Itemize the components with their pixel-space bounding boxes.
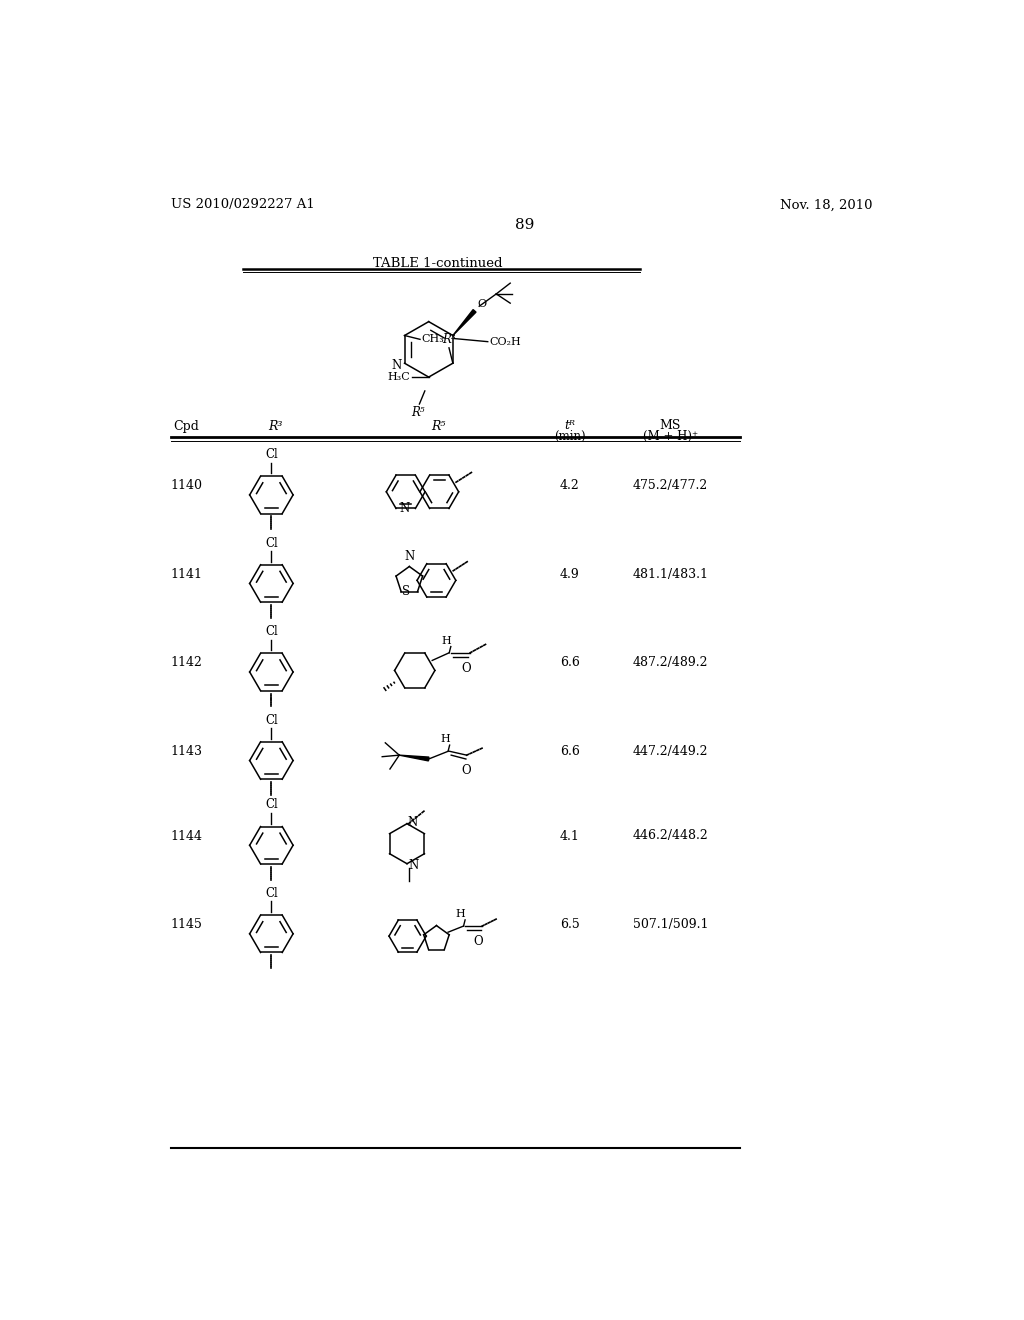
Text: Cpd: Cpd [173, 420, 199, 433]
Text: O: O [462, 663, 471, 675]
Text: 6.5: 6.5 [560, 917, 580, 931]
Text: 1141: 1141 [171, 568, 203, 581]
Text: N: N [408, 816, 418, 829]
Text: 507.1/509.1: 507.1/509.1 [633, 917, 709, 931]
Text: Cl: Cl [265, 536, 278, 549]
Text: 1143: 1143 [171, 744, 203, 758]
Text: O: O [477, 300, 486, 309]
Text: CO₂H: CO₂H [489, 338, 521, 347]
Text: 446.2/448.2: 446.2/448.2 [633, 829, 709, 842]
Text: Cl: Cl [265, 626, 278, 638]
Text: Cl: Cl [265, 887, 278, 900]
Text: R⁵: R⁵ [431, 420, 445, 433]
Text: H: H [440, 734, 450, 744]
Text: US 2010/0292227 A1: US 2010/0292227 A1 [171, 198, 314, 211]
Text: 1145: 1145 [171, 917, 203, 931]
Text: H: H [441, 636, 451, 645]
Text: 447.2/449.2: 447.2/449.2 [633, 744, 709, 758]
Text: 4.1: 4.1 [560, 829, 580, 842]
Text: 6.6: 6.6 [560, 656, 580, 669]
Text: N: N [409, 859, 419, 871]
Text: R³: R³ [268, 420, 283, 433]
Text: Cl: Cl [265, 714, 278, 726]
Text: O: O [473, 936, 483, 948]
Text: 1144: 1144 [171, 829, 203, 842]
Text: O: O [462, 764, 471, 777]
Text: 1142: 1142 [171, 656, 203, 669]
Text: 475.2/477.2: 475.2/477.2 [633, 479, 709, 492]
Text: 1140: 1140 [171, 479, 203, 492]
Polygon shape [453, 310, 476, 335]
Text: 4.2: 4.2 [560, 479, 580, 492]
Text: 89: 89 [515, 218, 535, 232]
Text: H₃C: H₃C [387, 372, 410, 381]
Text: R⁵: R⁵ [411, 407, 425, 420]
Text: H: H [456, 909, 465, 919]
Text: Cl: Cl [265, 799, 278, 812]
Text: MS: MS [659, 418, 681, 432]
Text: S: S [402, 585, 411, 598]
Text: 6.6: 6.6 [560, 744, 580, 758]
Text: tᴿ: tᴿ [564, 418, 575, 432]
Text: N: N [391, 359, 401, 372]
Polygon shape [399, 755, 429, 760]
Text: CH₃: CH₃ [422, 334, 444, 345]
Text: 487.2/489.2: 487.2/489.2 [633, 656, 709, 669]
Text: N: N [399, 502, 410, 515]
Text: 4.9: 4.9 [560, 568, 580, 581]
Text: Cl: Cl [265, 447, 278, 461]
Text: Nov. 18, 2010: Nov. 18, 2010 [779, 198, 872, 211]
Text: R³: R³ [442, 333, 456, 346]
Text: TABLE 1-continued: TABLE 1-continued [374, 257, 503, 271]
Text: (M + H)⁺: (M + H)⁺ [643, 430, 698, 444]
Text: (min): (min) [554, 430, 586, 444]
Text: N: N [404, 550, 415, 564]
Text: 481.1/483.1: 481.1/483.1 [633, 568, 709, 581]
